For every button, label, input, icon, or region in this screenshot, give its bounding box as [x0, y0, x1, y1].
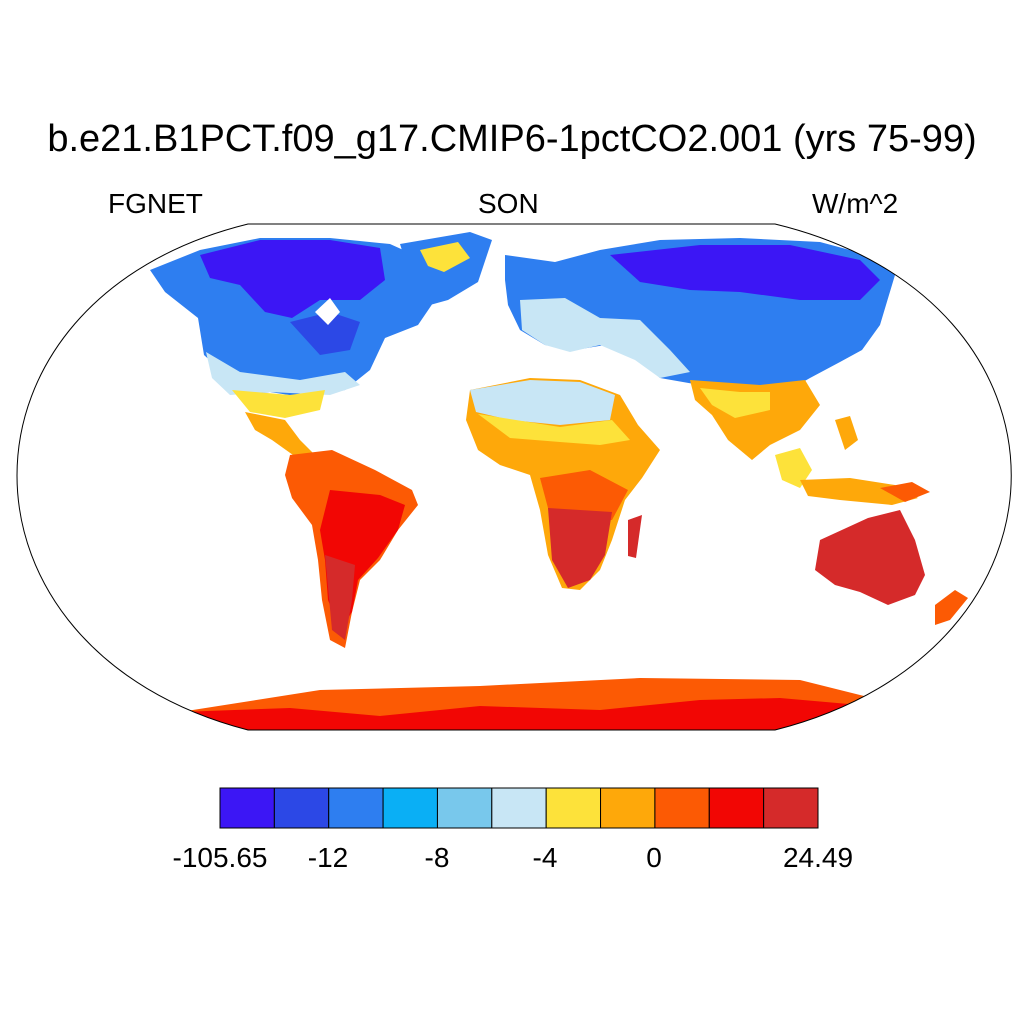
- australia: [815, 482, 968, 625]
- colorbar-swatch-10: [763, 787, 819, 829]
- colorbar-label-4: 0: [646, 842, 662, 873]
- colorbar-swatch-2: [328, 787, 384, 829]
- colorbar-label-3: -4: [532, 842, 558, 873]
- figure-title: b.e21.B1PCT.f09_g17.CMIP6-1pctCO2.001 (y…: [47, 118, 977, 160]
- colorbar-swatch-9: [708, 787, 765, 829]
- colorbar-label-5: 24.49: [782, 842, 854, 873]
- colorbar: [219, 787, 819, 829]
- continents: [150, 232, 968, 730]
- units-label: W/m^2: [812, 188, 899, 219]
- colorbar-swatch-0: [219, 787, 275, 829]
- colorbar-swatch-5: [491, 787, 547, 829]
- colorbar-swatch-4: [436, 787, 493, 829]
- map-boundary: [16, 223, 1012, 731]
- season-label: SON: [478, 188, 539, 219]
- greenland: [400, 232, 492, 305]
- south-america: [285, 450, 418, 648]
- colorbar-swatch-8: [654, 787, 710, 829]
- north-america: [150, 238, 435, 460]
- eurasia: [505, 238, 918, 505]
- africa: [466, 378, 660, 590]
- colorbar-swatch-1: [273, 787, 330, 829]
- colorbar-swatch-3: [382, 787, 438, 829]
- colorbar-swatch-7: [600, 787, 656, 829]
- colorbar-label-0: -105.65: [172, 842, 268, 873]
- colorbar-label-2: -8: [424, 842, 450, 873]
- colorbar-swatch-6: [545, 787, 602, 829]
- antarctica: [160, 678, 880, 730]
- colorbar-label-1: -12: [307, 842, 349, 873]
- variable-label: FGNET: [108, 188, 203, 219]
